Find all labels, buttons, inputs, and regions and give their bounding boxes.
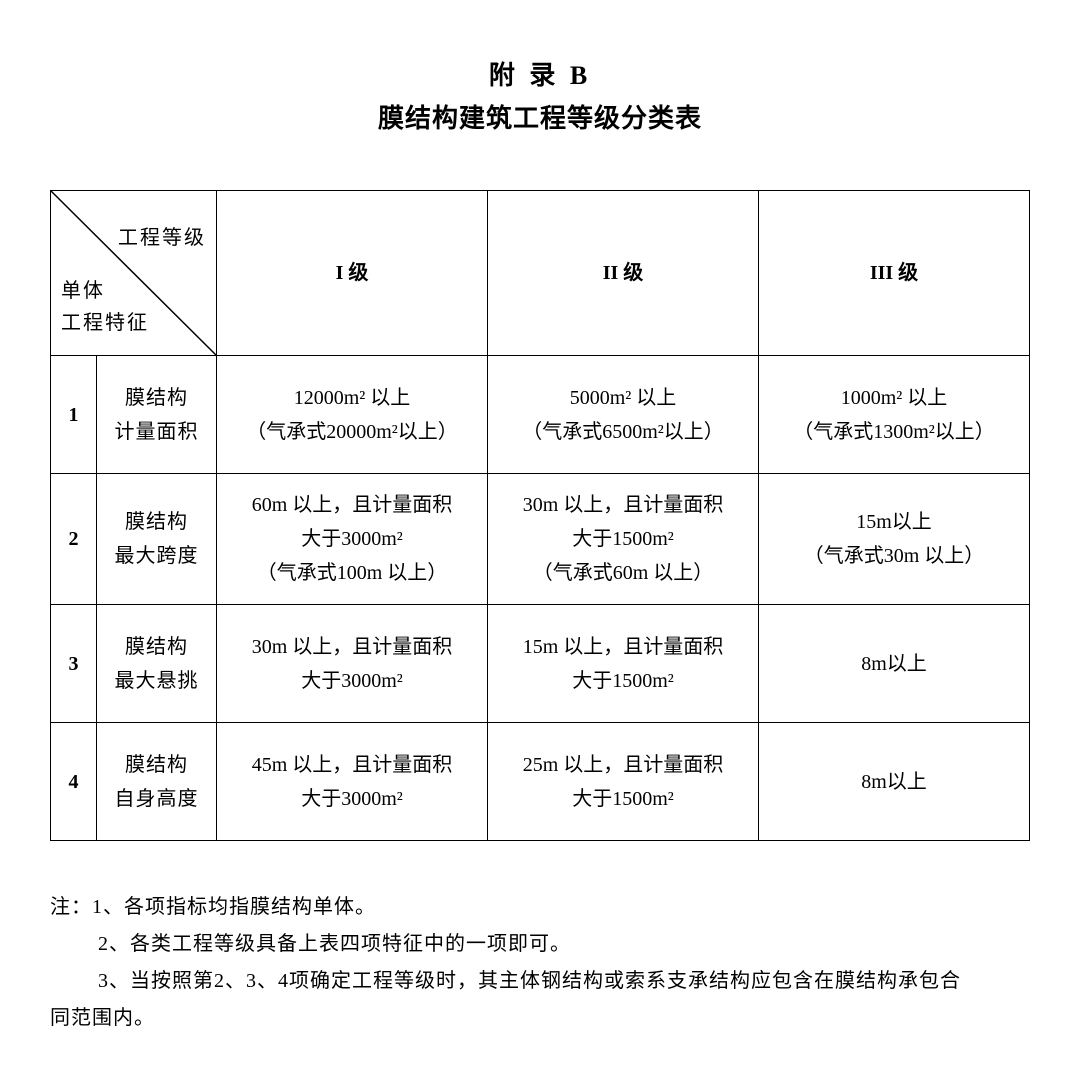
row-feature: 膜结构 最大跨度: [97, 474, 217, 605]
notes-block: 注：1、各项指标均指膜结构单体。 2、各类工程等级具备上表四项特征中的一项即可。…: [50, 889, 1030, 1037]
cell-level3: 15m以上 （气承式30m 以上）: [759, 474, 1030, 605]
diagonal-header: 工程等级 单体 工程特征: [51, 191, 217, 356]
cell-level1: 12000m² 以上 （气承式20000m²以上）: [217, 356, 488, 474]
row-feature: 膜结构 自身高度: [97, 723, 217, 841]
cell-level2: 25m 以上，且计量面积 大于1500m²: [488, 723, 759, 841]
cell-level2: 30m 以上，且计量面积 大于1500m² （气承式60m 以上）: [488, 474, 759, 605]
cell-level2: 15m 以上，且计量面积 大于1500m²: [488, 605, 759, 723]
note-1: 注：1、各项指标均指膜结构单体。: [50, 889, 1030, 926]
cell-level2: 5000m² 以上 （气承式6500m²以上）: [488, 356, 759, 474]
diag-header-top: 工程等级: [118, 221, 206, 255]
row-num: 4: [51, 723, 97, 841]
row-num: 1: [51, 356, 97, 474]
table-row: 4 膜结构 自身高度 45m 以上，且计量面积 大于3000m² 25m 以上，…: [51, 723, 1030, 841]
note-3-cont: 同范围内。: [50, 1000, 1030, 1037]
title-block: 附 录 B 膜结构建筑工程等级分类表: [50, 55, 1030, 135]
table-header-row: 工程等级 单体 工程特征 I 级 II 级 III 级: [51, 191, 1030, 356]
cell-level1: 45m 以上，且计量面积 大于3000m²: [217, 723, 488, 841]
row-num: 2: [51, 474, 97, 605]
cell-level3: 8m以上: [759, 723, 1030, 841]
appendix-label: 附 录 B: [50, 55, 1030, 92]
row-num: 3: [51, 605, 97, 723]
diag-header-bottom: 单体 工程特征: [61, 275, 149, 339]
row-feature: 膜结构 计量面积: [97, 356, 217, 474]
cell-level3: 1000m² 以上 （气承式1300m²以上）: [759, 356, 1030, 474]
level-header-3: III 级: [759, 191, 1030, 356]
cell-level3: 8m以上: [759, 605, 1030, 723]
row-feature: 膜结构 最大悬挑: [97, 605, 217, 723]
table-row: 1 膜结构 计量面积 12000m² 以上 （气承式20000m²以上） 500…: [51, 356, 1030, 474]
note-3: 3、当按照第2、3、4项确定工程等级时，其主体钢结构或索系支承结构应包含在膜结构…: [50, 963, 1030, 1000]
level-header-2: II 级: [488, 191, 759, 356]
document-title: 膜结构建筑工程等级分类表: [50, 98, 1030, 135]
note-2: 2、各类工程等级具备上表四项特征中的一项即可。: [50, 926, 1030, 963]
table-row: 2 膜结构 最大跨度 60m 以上，且计量面积 大于3000m² （气承式100…: [51, 474, 1030, 605]
cell-level1: 30m 以上，且计量面积 大于3000m²: [217, 605, 488, 723]
cell-level1: 60m 以上，且计量面积 大于3000m² （气承式100m 以上）: [217, 474, 488, 605]
classification-table: 工程等级 单体 工程特征 I 级 II 级 III 级 1 膜结构 计量面积 1…: [50, 190, 1030, 841]
table-row: 3 膜结构 最大悬挑 30m 以上，且计量面积 大于3000m² 15m 以上，…: [51, 605, 1030, 723]
level-header-1: I 级: [217, 191, 488, 356]
